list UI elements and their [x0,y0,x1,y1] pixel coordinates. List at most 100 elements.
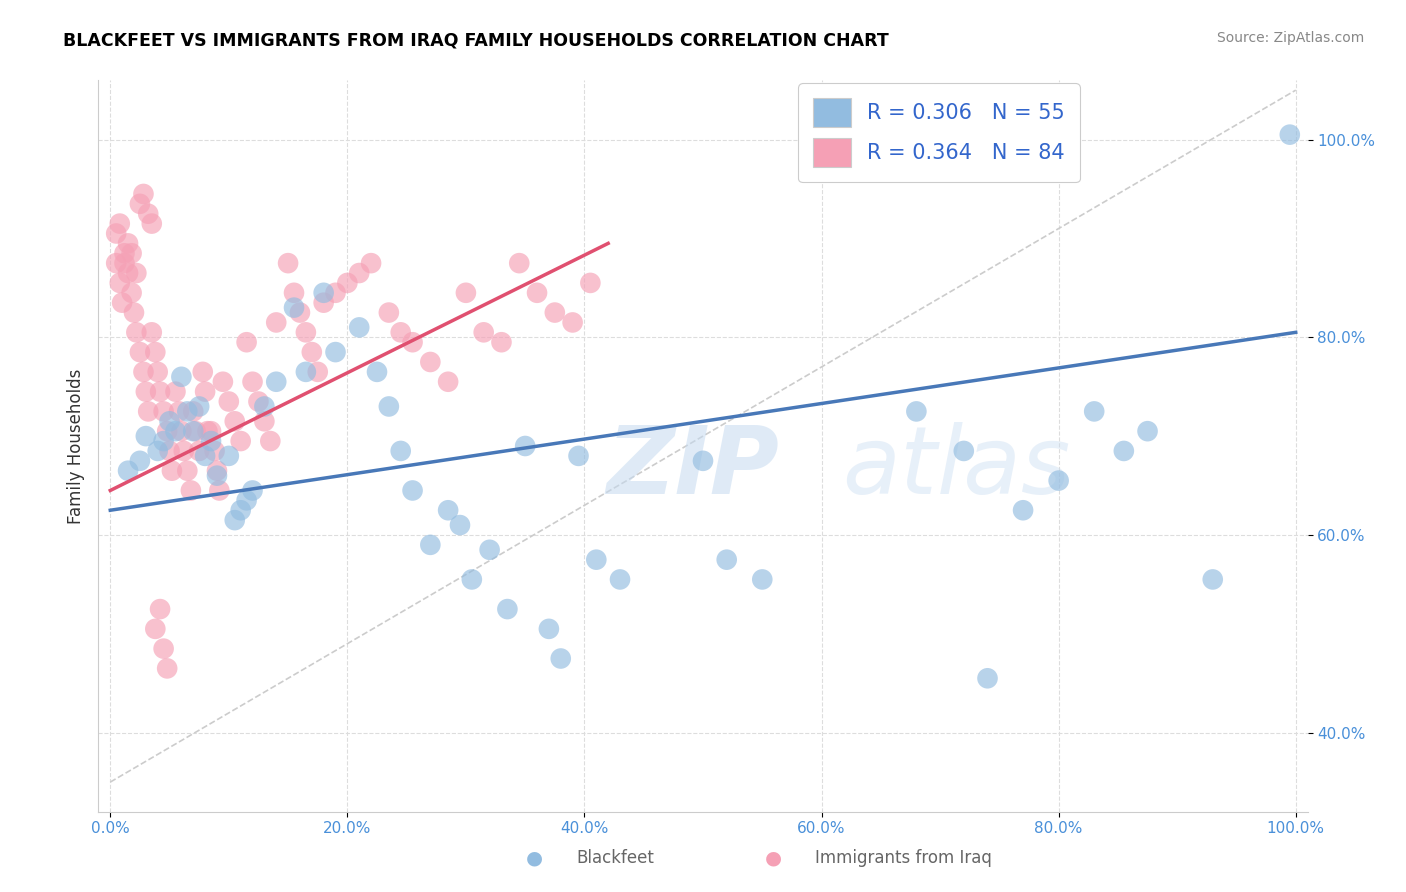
Point [235,335,257,350]
Point [167,404,190,418]
Point [170,424,193,438]
Point [111,295,134,310]
Point [181,424,204,438]
Point [105,256,128,270]
Point [347,320,370,334]
Point [229,503,252,517]
Point [550,651,572,665]
Text: ●: ● [526,848,543,868]
Point [389,444,412,458]
Point [277,256,299,270]
Point [526,285,548,300]
Point [461,573,484,587]
Text: Source: ZipAtlas.com: Source: ZipAtlas.com [1216,31,1364,45]
Point [905,404,928,418]
Point [136,207,159,221]
Point [208,483,231,498]
Point [242,375,264,389]
Legend: R = 0.306   N = 55, R = 0.364   N = 84: R = 0.306 N = 55, R = 0.364 N = 84 [799,83,1080,182]
Point [165,424,187,438]
Point [188,400,211,414]
Point [122,305,145,319]
Text: atlas: atlas [842,423,1070,514]
Text: Blackfeet: Blackfeet [576,849,654,867]
Point [454,285,477,300]
Point [751,573,773,587]
Point [496,602,519,616]
Point [437,503,460,517]
Point [347,266,370,280]
Point [585,552,607,566]
Point [312,285,335,300]
Point [579,276,602,290]
Point [1278,128,1301,142]
Point [1112,444,1135,458]
Point [264,315,287,329]
Point [1012,503,1035,517]
Point [229,434,252,448]
Text: ●: ● [765,848,782,868]
Point [121,285,143,300]
Point [136,404,159,418]
Point [117,266,139,280]
Point [253,414,276,428]
Point [976,671,998,685]
Point [401,335,423,350]
Point [218,394,240,409]
Point [716,552,738,566]
Point [173,444,195,458]
Point [197,424,219,438]
Point [952,444,974,458]
Point [156,661,179,675]
Point [143,622,166,636]
Point [609,573,631,587]
Point [419,355,441,369]
Point [146,365,169,379]
Point [129,345,152,359]
Point [307,365,329,379]
Point [567,449,589,463]
Point [491,335,513,350]
Point [194,384,217,399]
Point [181,404,204,418]
Point [129,197,152,211]
Y-axis label: Family Households: Family Households [66,368,84,524]
Point [152,404,174,418]
Point [515,439,537,453]
Point [117,236,139,251]
Point [108,276,131,290]
Point [135,429,157,443]
Point [312,295,335,310]
Point [301,345,323,359]
Point [204,444,226,458]
Point [125,326,148,340]
Point [283,301,305,315]
Point [224,414,246,428]
Point [146,444,169,458]
Point [437,375,460,389]
Point [121,246,143,260]
Point [205,468,228,483]
Point [360,256,382,270]
Point [114,256,136,270]
Point [336,276,359,290]
Point [212,375,235,389]
Point [108,217,131,231]
Point [692,454,714,468]
Point [159,414,181,428]
Point [152,641,174,656]
Point [401,483,423,498]
Point [205,464,228,478]
Point [105,227,128,241]
Point [325,285,347,300]
Point [537,622,560,636]
Point [378,400,401,414]
Point [159,444,181,458]
Point [149,602,172,616]
Point [125,266,148,280]
Point [141,217,163,231]
Point [1047,474,1070,488]
Point [180,483,202,498]
Point [1136,424,1159,438]
Point [389,326,412,340]
